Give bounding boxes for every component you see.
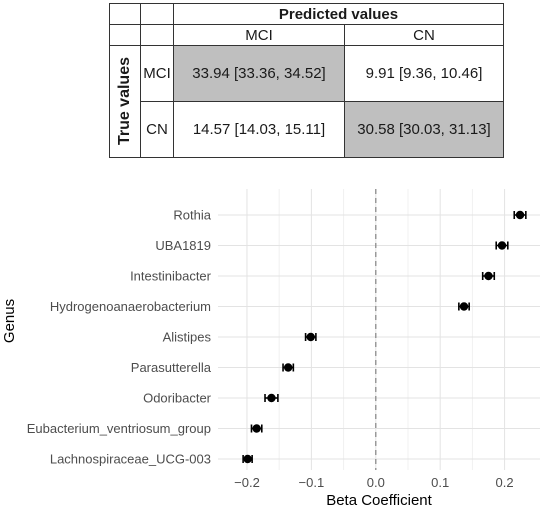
corner-cell-4 (140, 24, 174, 46)
cell-mci-mci: 33.94 [33.36, 34.52] (173, 45, 345, 102)
mark-layer (242, 189, 527, 470)
data-point (267, 393, 276, 403)
y-tick-label: Alistipes (163, 330, 212, 345)
col-label-mci: MCI (173, 24, 345, 46)
x-axis-title: Beta Coefficient (326, 492, 432, 509)
data-point (243, 454, 252, 464)
y-tick-label: Hydrogenoanaerobacterium (50, 299, 211, 314)
data-point (283, 363, 293, 372)
label-layer: Rothia UBA1819 Intestinibacter Hydrogenoana… (27, 208, 514, 491)
y-tick-label: Intestinibacter (130, 269, 212, 284)
confusion-matrix: Predicted values MCI CN True values MCI … (109, 3, 504, 158)
grid-layer (218, 189, 540, 470)
x-tick-label: −0.2 (234, 475, 260, 490)
data-point (306, 332, 315, 342)
data-point (497, 241, 507, 250)
true-values-header: True values (116, 57, 133, 146)
y-tick-label: Parasutterella (131, 360, 212, 375)
data-point (252, 424, 261, 433)
row-label-mci: MCI (140, 45, 174, 102)
y-tick-label: Rothia (173, 208, 211, 223)
data-point (515, 210, 525, 220)
x-tick-label: −0.1 (299, 475, 325, 490)
cell-cn-cn: 30.58 [30.03, 31.13] (344, 101, 504, 158)
predicted-values-header: Predicted values (173, 3, 504, 25)
x-tick-label: 0.1 (431, 475, 449, 490)
col-label-cn: CN (344, 24, 504, 46)
corner-cell-2 (140, 3, 174, 25)
forest-plot: Rothia UBA1819 Intestinibacter Hydrogenoana… (1, 189, 540, 509)
corner-cell (109, 3, 141, 25)
y-tick-label: UBA1819 (155, 238, 211, 253)
y-tick-label: Odoribacter (143, 391, 212, 406)
data-point (459, 302, 469, 311)
y-tick-label: Lachnospiraceae_UCG-003 (50, 452, 211, 467)
x-tick-label: 0.0 (367, 475, 385, 490)
y-tick-label: Eubacterium_ventriosum_group (27, 421, 211, 436)
cell-cn-mci: 14.57 [14.03, 15.11] (173, 101, 345, 158)
corner-cell-3 (109, 24, 141, 46)
true-values-header-cell: True values (109, 45, 141, 158)
data-point (484, 271, 493, 281)
cell-mci-cn: 9.91 [9.36, 10.46] (344, 45, 504, 102)
row-label-cn: CN (140, 101, 174, 158)
y-axis-title: Genus (1, 299, 18, 343)
x-tick-label: 0.2 (496, 475, 514, 490)
